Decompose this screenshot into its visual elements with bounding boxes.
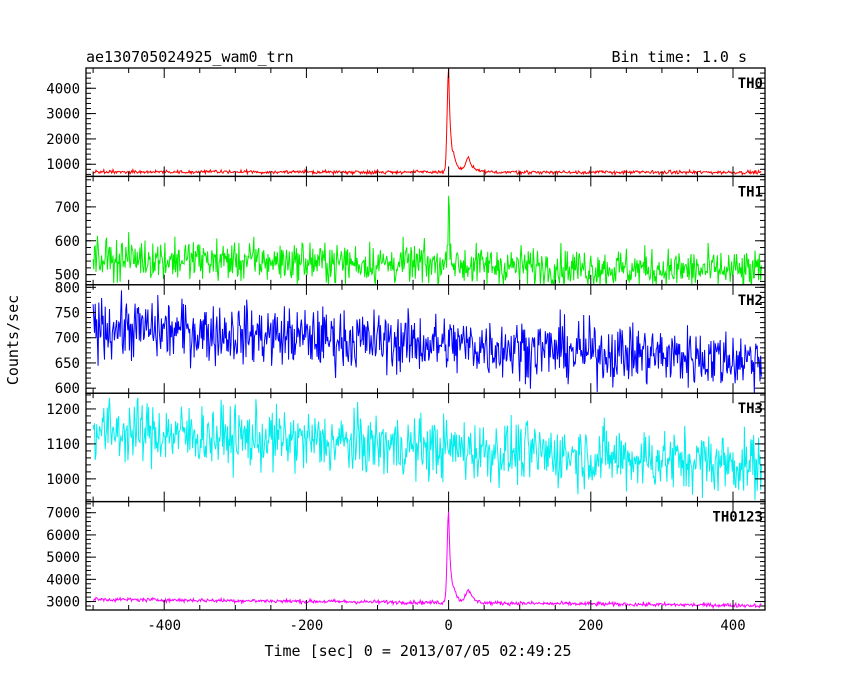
panel-frame-th0123 bbox=[85, 500, 766, 611]
panel-label-th1: TH1 bbox=[738, 184, 763, 200]
y-tick-label: 1100 bbox=[46, 437, 80, 453]
y-tick-label: 3000 bbox=[46, 107, 80, 123]
y-tick-label: 3000 bbox=[46, 595, 80, 611]
x-tick-label: -200 bbox=[290, 618, 324, 634]
bin-time-label: Bin time: 1.0 s bbox=[612, 48, 747, 66]
y-tick-label: 600 bbox=[55, 381, 80, 397]
y-tick-label: 1200 bbox=[46, 402, 80, 418]
series-th0-line bbox=[92, 67, 762, 177]
y-tick-label: 650 bbox=[55, 356, 80, 372]
y-tick-label: 7000 bbox=[46, 506, 80, 522]
y-tick-label: 700 bbox=[55, 200, 80, 216]
x-axis-label: Time [sec] 0 = 2013/07/05 02:49:25 bbox=[264, 642, 571, 660]
x-tick-label: 400 bbox=[720, 618, 745, 634]
y-tick-label: 500 bbox=[55, 268, 80, 284]
panel-label-th0123: TH0123 bbox=[712, 510, 763, 526]
panel-label-th3: TH3 bbox=[738, 401, 763, 417]
y-axis-label: Counts/sec bbox=[4, 295, 22, 385]
y-tick-label: 5000 bbox=[46, 550, 80, 566]
series-th1-line bbox=[92, 195, 762, 286]
y-tick-label: 4000 bbox=[46, 81, 80, 97]
x-tick-label: 0 bbox=[444, 618, 452, 634]
y-tick-label: 2000 bbox=[46, 132, 80, 148]
series-th0123-line bbox=[92, 511, 762, 610]
y-tick-label: 6000 bbox=[46, 528, 80, 544]
chart-title: ae130705024925_wam0_trn bbox=[86, 48, 294, 66]
y-tick-label: 750 bbox=[55, 306, 80, 322]
series-th3-line bbox=[92, 397, 762, 501]
y-tick-label: 1000 bbox=[46, 472, 80, 488]
y-tick-label: 700 bbox=[55, 331, 80, 347]
panel-label-th0: TH0 bbox=[738, 76, 763, 92]
x-tick-label: 200 bbox=[578, 618, 603, 634]
y-tick-label: 800 bbox=[55, 280, 80, 296]
series-th2-line bbox=[92, 290, 762, 394]
panels-group: TH01000200030004000TH1500600700TH2600650… bbox=[46, 67, 766, 634]
x-tick-label: -400 bbox=[147, 618, 181, 634]
y-tick-label: 1000 bbox=[46, 157, 80, 173]
y-tick-label: 600 bbox=[55, 234, 80, 250]
panel-frame-th0 bbox=[85, 67, 766, 178]
panel-label-th2: TH2 bbox=[738, 293, 763, 309]
y-tick-label: 4000 bbox=[46, 572, 80, 588]
